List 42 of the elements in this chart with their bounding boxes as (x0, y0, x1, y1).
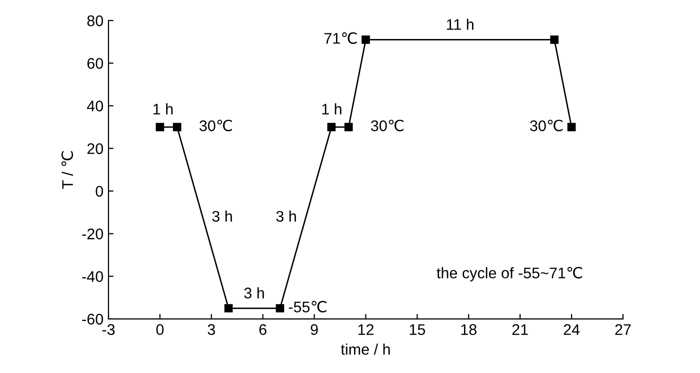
point (156, 122, 164, 132)
annotation: 1 h (154, 103, 173, 114)
x-axis-title: time / h (340, 344, 390, 355)
point (567, 122, 576, 132)
y-tick-label: -20 (82, 228, 104, 240)
annotation: 3 h (244, 287, 264, 298)
point (362, 36, 370, 44)
x-tick-label: 6 (259, 324, 266, 335)
x-tick-label: 9 (310, 324, 318, 335)
annotation: 3 h (276, 210, 296, 222)
annotation: 1 h (322, 103, 342, 114)
x-tick-label: 24 (564, 324, 580, 335)
x-tick-label: 3 (208, 324, 215, 335)
point (172, 122, 182, 132)
annotation: 30℃ (199, 120, 232, 132)
x-tick-label: -3 (102, 324, 115, 335)
y-tick-label: 20 (87, 143, 104, 154)
y-tick-label: 80 (87, 15, 104, 26)
y-tick-label: -40 (82, 271, 104, 282)
point (276, 304, 284, 312)
y-tick-label: 60 (87, 58, 104, 69)
point (327, 122, 336, 132)
annotation: 30℃ (370, 120, 404, 132)
x-tick-label: 12 (358, 324, 374, 335)
y-tick-label: -60 (82, 314, 104, 325)
y-tick-label: 40 (87, 100, 104, 112)
x-tick-label: 15 (410, 324, 426, 335)
point (550, 36, 559, 44)
annotation: the cycle of -55~71℃ (436, 266, 582, 282)
x-tick-label: 18 (461, 324, 476, 335)
annotation: 11 h (446, 18, 474, 30)
point (224, 304, 233, 312)
annotation: 71℃ (324, 32, 357, 44)
y-axis-title: T / ℃ (61, 151, 74, 189)
annotation: -55℃ (288, 300, 326, 312)
x-tick-label: 21 (512, 324, 528, 335)
x-tick-label: 0 (156, 324, 164, 335)
y-tick-label: 0 (96, 186, 104, 197)
x-tick-label: 27 (615, 324, 631, 335)
point (344, 122, 353, 132)
annotation: 3 h (212, 210, 232, 222)
annotation: 30℃ (530, 120, 563, 132)
